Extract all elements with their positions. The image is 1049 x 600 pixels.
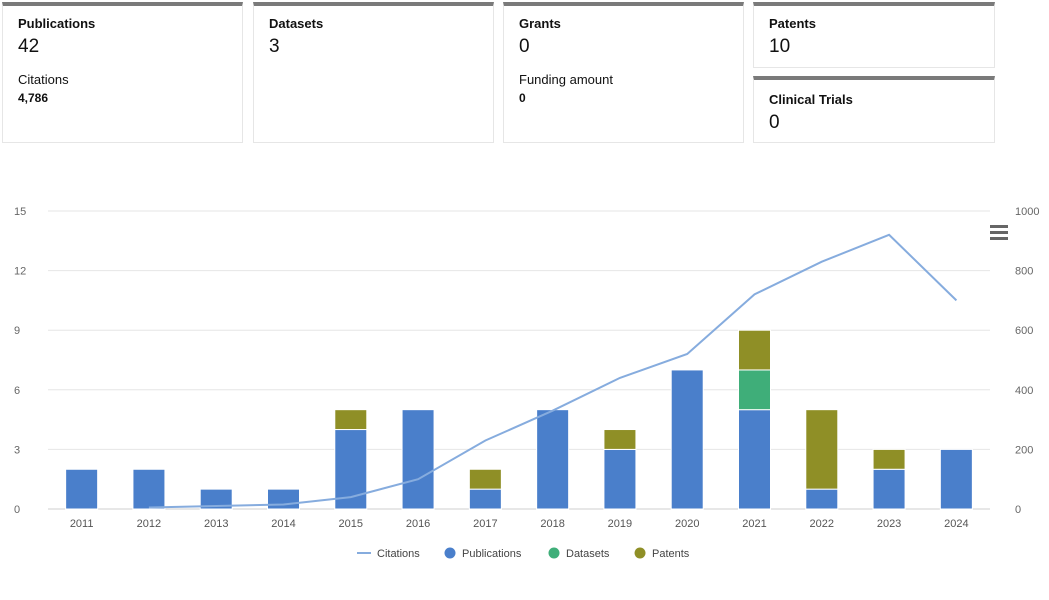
- patents-value: 10: [769, 36, 791, 57]
- x-tick-label: 2023: [877, 518, 901, 530]
- x-tick-label: 2011: [70, 518, 94, 530]
- bar-publications-2018: [536, 409, 570, 510]
- y-right-tick-label: 200: [1015, 444, 1033, 456]
- datasets-value: 3: [269, 36, 280, 57]
- chart-menu-icon[interactable]: [990, 225, 1008, 241]
- bar-publications-2021: [738, 409, 771, 510]
- x-tick-label: 2022: [810, 518, 834, 530]
- y-right-tick-label: 600: [1015, 325, 1033, 337]
- legend-datasets-dot-icon: [548, 547, 560, 559]
- citations-line: [148, 233, 958, 509]
- y-right-tick-label: 800: [1015, 266, 1033, 278]
- bar-publications-2023: [872, 468, 906, 510]
- card-grants: Grants 0 Funding amount 0: [503, 2, 744, 143]
- citations-value: 4,786: [18, 91, 49, 105]
- funding-amount-label: Funding amount: [519, 72, 613, 87]
- y-right-tick-label: 1000: [1015, 206, 1039, 218]
- card-clinical-trials: Clinical Trials 0: [753, 76, 995, 143]
- x-tick-label: 2017: [473, 518, 497, 530]
- y-right-tick-label: 0: [1015, 504, 1021, 516]
- bar-publications-2024: [939, 448, 973, 510]
- legend-publications-dot-icon: [444, 547, 456, 559]
- y-left-tick-label: 0: [14, 504, 20, 516]
- bar-publications-2011: [65, 468, 99, 510]
- bar-publications-2019: [603, 448, 637, 510]
- bar-publications-2013: [199, 488, 233, 510]
- x-tick-label: 2020: [675, 518, 699, 530]
- clinical-trials-value: 0: [769, 112, 780, 133]
- x-tick-label: 2019: [608, 518, 632, 530]
- x-tick-label: 2013: [204, 518, 228, 530]
- bar-patents-2023: [872, 448, 906, 470]
- x-tick-label: 2018: [540, 518, 564, 530]
- legend-datasets-label: Datasets: [566, 548, 610, 560]
- y-left-tick-label: 12: [14, 266, 26, 278]
- x-tick-label: 2024: [944, 518, 968, 530]
- patents-label: Patents: [769, 16, 816, 31]
- x-tick-label: 2021: [742, 518, 766, 530]
- card-datasets: Datasets 3: [253, 2, 494, 143]
- bar-patents-2017: [468, 468, 502, 490]
- bar-publications-2016: [401, 409, 435, 510]
- y-left-tick-label: 15: [14, 206, 26, 218]
- bar-patents-2015: [334, 409, 368, 431]
- y-right-tick-label: 400: [1015, 385, 1033, 397]
- y-left-tick-label: 9: [14, 325, 20, 337]
- y-left-tick-label: 3: [14, 444, 20, 456]
- bar-publications-2022: [805, 488, 839, 510]
- bar-publications-2020: [670, 369, 704, 510]
- grants-label: Grants: [519, 16, 561, 31]
- x-tick-label: 2012: [137, 518, 161, 530]
- clinical-trials-label: Clinical Trials: [769, 92, 853, 107]
- grants-value: 0: [519, 36, 530, 57]
- card-patents: Patents 10: [753, 2, 995, 68]
- x-tick-label: 2015: [339, 518, 363, 530]
- bar-patents-2019: [603, 429, 637, 450]
- x-tick-label: 2016: [406, 518, 430, 530]
- research-output-chart: 0 3 6 9 12 15 0 200 400 600 800 1000 2011 2012 2013 201…: [14, 206, 1039, 560]
- funding-amount-value: 0: [519, 91, 526, 105]
- bar-datasets-2021: [738, 369, 771, 411]
- legend-citations-label: Citations: [377, 548, 420, 560]
- publications-value: 42: [18, 36, 40, 57]
- bar-patents-2021: [738, 329, 771, 371]
- y-left-tick-label: 6: [14, 385, 20, 397]
- bar-publications-2014: [267, 488, 300, 510]
- bar-publications-2017: [468, 488, 502, 510]
- legend-publications-label: Publications: [462, 548, 522, 560]
- datasets-label: Datasets: [269, 16, 324, 31]
- publications-label: Publications: [18, 16, 96, 31]
- legend-patents-label: Patents: [652, 548, 690, 560]
- card-publications: Publications 42 Citations 4,786: [2, 2, 243, 143]
- citations-label: Citations: [18, 72, 69, 87]
- bar-publications-2012: [132, 468, 166, 510]
- x-tick-label: 2014: [271, 518, 295, 530]
- bar-patents-2022: [805, 409, 839, 490]
- legend-patents-dot-icon: [634, 547, 646, 559]
